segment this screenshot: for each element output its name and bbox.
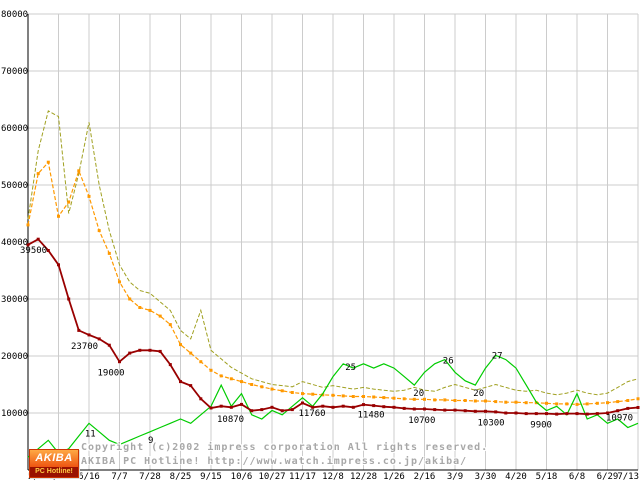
data-label: 20: [473, 389, 484, 399]
x-tick-label: 7/7: [111, 472, 127, 480]
x-tick-label: 5/4: [28, 472, 44, 480]
data-label: 20: [413, 389, 424, 399]
x-tick-label: 6/29: [597, 472, 619, 480]
data-label: 11: [85, 429, 96, 439]
data-label: 11760: [299, 409, 326, 419]
data-label: 39500: [20, 246, 47, 256]
x-tick-label: 7/28: [139, 472, 161, 480]
data-label: 9900: [530, 421, 552, 431]
data-label: 10870: [217, 415, 244, 425]
x-tick-label: 4/20: [505, 472, 527, 480]
series-shop-count: [27, 354, 639, 458]
x-tick-label: 3/30: [475, 472, 497, 480]
x-tick-label: 7/13: [617, 472, 639, 480]
x-tick-label: 5/26: [48, 472, 70, 480]
data-label: 11480: [358, 411, 385, 421]
series-highest-price: [27, 110, 639, 396]
y-tick-label: 30000: [1, 295, 28, 305]
x-tick-label: 9/15: [200, 472, 222, 480]
data-label: 10970: [606, 414, 633, 424]
y-tick-label: 40000: [1, 238, 28, 248]
data-label: 10700: [408, 416, 435, 426]
x-tick-label: 12/28: [350, 472, 377, 480]
data-label: 19000: [98, 369, 125, 379]
x-tick-label: 5/18: [536, 472, 558, 480]
data-label: 10300: [478, 418, 505, 428]
data-label: 5: [57, 454, 62, 464]
y-tick-label: 70000: [1, 67, 28, 77]
x-axis-labels: 5/4 5/26 6/16 7/7 7/28 8/25 9/15 10/6 10/27 11/17…: [28, 472, 639, 480]
series-lowest-price: [26, 237, 640, 416]
x-tick-label: 12/8: [322, 472, 344, 480]
x-tick-label: 10/27: [258, 472, 285, 480]
x-tick-label: 1/26: [383, 472, 405, 480]
y-tick-label: 20000: [1, 352, 28, 362]
data-label: 27: [492, 351, 503, 361]
x-tick-label: 10/6: [231, 472, 253, 480]
y-tick-label: 60000: [1, 124, 28, 134]
data-label: 23700: [71, 342, 98, 352]
x-tick-label: 3/9: [447, 472, 463, 480]
data-label: 25: [345, 363, 356, 373]
x-tick-label: 6/16: [78, 472, 100, 480]
y-tick-label: 10000: [1, 409, 28, 419]
data-labels: 39500 23700 19000 10870 11760 11480 10700 10300…: [20, 246, 633, 464]
x-tick-label: 6/8: [569, 472, 585, 480]
data-label: 26: [443, 357, 454, 367]
y-tick-label: 50000: [1, 181, 28, 191]
grid: [27, 13, 639, 471]
x-tick-label: 2/16: [414, 472, 436, 480]
y-tick-label: 80000: [1, 10, 28, 20]
x-tick-label: 11/17: [289, 472, 316, 480]
data-label: 9: [148, 436, 153, 446]
x-tick-label: 8/25: [170, 472, 192, 480]
y-axis-labels: 10000 20000 30000 40000 50000 60000 70000 80000: [1, 10, 28, 419]
